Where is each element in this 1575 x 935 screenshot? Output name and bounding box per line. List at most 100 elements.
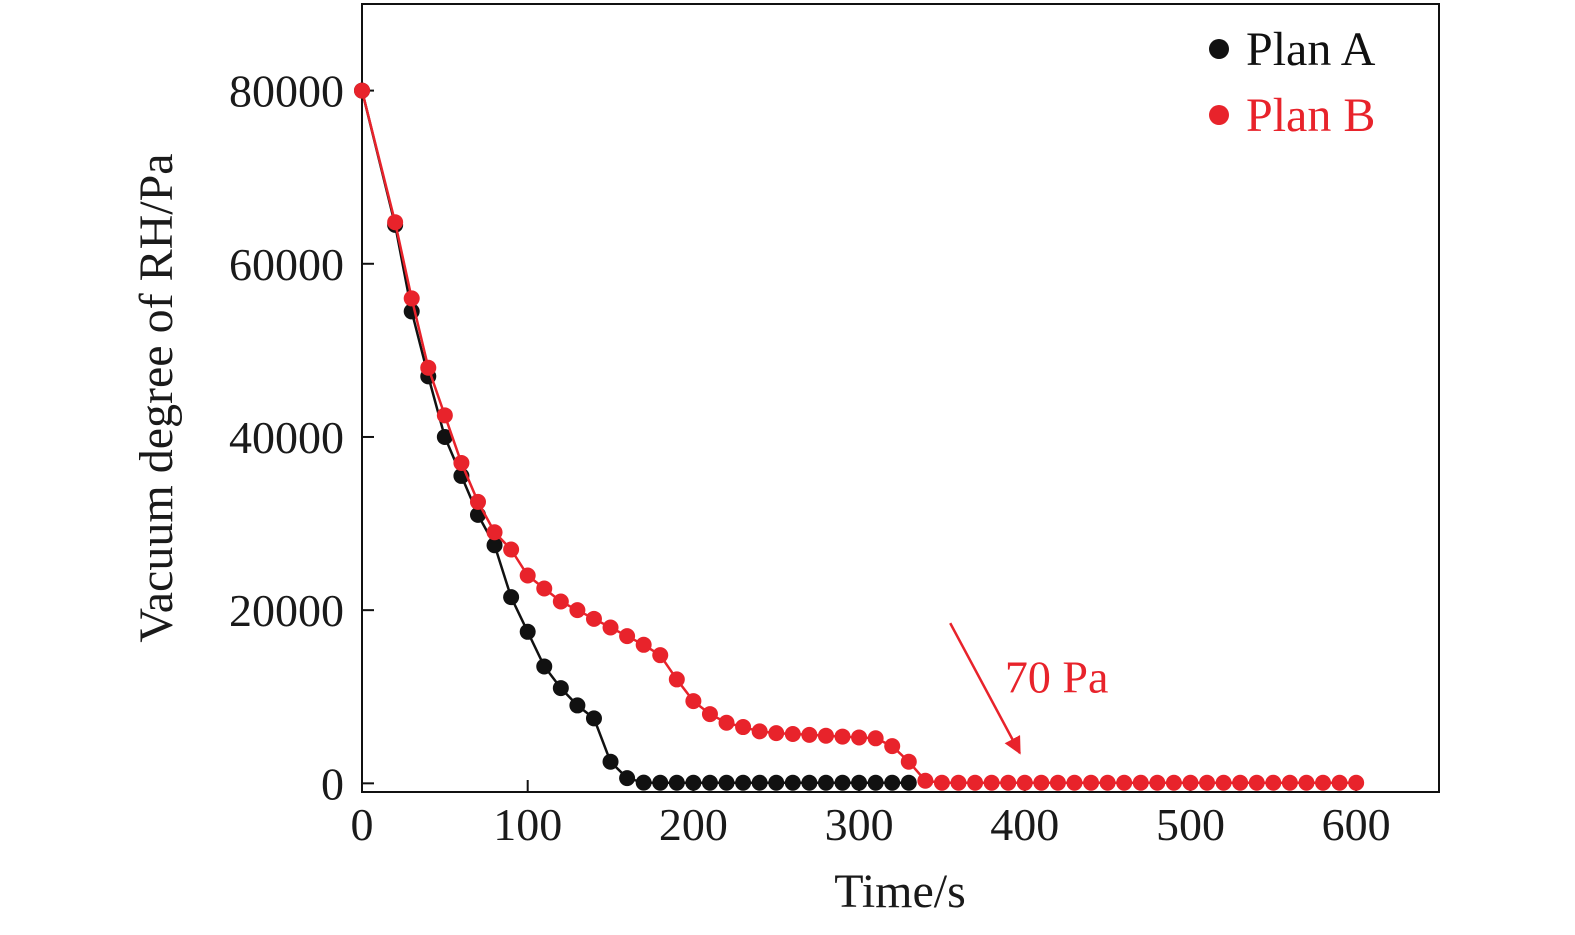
data-point	[469, 493, 486, 510]
data-point	[801, 774, 818, 791]
x-tick-label: 600	[1322, 799, 1391, 850]
data-point	[817, 727, 834, 744]
data-point	[817, 774, 834, 791]
data-point	[933, 774, 950, 791]
data-point	[784, 725, 801, 742]
data-point	[735, 719, 752, 736]
data-point	[1099, 774, 1116, 791]
data-point	[602, 753, 619, 770]
data-point	[652, 774, 669, 791]
series-2	[354, 82, 1365, 791]
annotation: 70 Pa	[949, 622, 1109, 755]
data-point	[536, 580, 553, 597]
data-point	[403, 290, 420, 307]
data-point	[768, 774, 785, 791]
data-point	[1116, 774, 1133, 791]
x-tick-label: 200	[659, 799, 728, 850]
data-point	[552, 680, 569, 697]
data-point	[768, 725, 785, 742]
data-point	[668, 671, 685, 688]
y-tick-label: 40000	[229, 412, 344, 463]
data-point	[354, 82, 370, 99]
data-point	[751, 723, 768, 740]
data-point	[867, 730, 884, 747]
data-point	[1149, 774, 1166, 791]
data-point	[486, 524, 503, 541]
data-point	[900, 774, 917, 791]
data-point	[585, 610, 602, 627]
data-point	[1083, 774, 1100, 791]
x-axis-title: Time/s	[834, 865, 966, 918]
data-point	[619, 770, 636, 787]
data-point	[585, 710, 602, 727]
data-point	[801, 726, 818, 743]
data-point	[436, 428, 453, 445]
data-point	[1281, 774, 1298, 791]
data-point	[536, 658, 553, 675]
data-point	[735, 774, 752, 791]
legend-marker	[1209, 105, 1229, 125]
data-point	[867, 774, 884, 791]
data-point	[1033, 774, 1050, 791]
data-point	[967, 774, 984, 791]
x-tick-label: 0	[351, 799, 374, 850]
data-point	[701, 706, 718, 723]
annotation-label: 70 Pa	[1005, 651, 1109, 702]
data-point	[983, 774, 1000, 791]
data-point	[1066, 774, 1083, 791]
data-point	[1132, 774, 1149, 791]
x-tick-label: 300	[825, 799, 894, 850]
data-point	[552, 593, 569, 610]
series-line	[360, 90, 1357, 784]
data-point	[1298, 774, 1315, 791]
data-point	[718, 714, 735, 731]
data-point	[420, 359, 437, 376]
data-point	[519, 567, 536, 584]
y-tick-label: 0	[321, 758, 344, 809]
legend: Plan A Plan B	[1209, 23, 1376, 142]
data-point	[387, 214, 404, 231]
data-point	[619, 628, 636, 645]
data-point	[1331, 774, 1348, 791]
x-tick-label: 100	[493, 799, 562, 850]
data-point	[1215, 774, 1232, 791]
data-point	[1049, 774, 1066, 791]
data-point	[1248, 774, 1265, 791]
data-point	[751, 774, 768, 791]
data-point	[900, 753, 917, 770]
data-point	[569, 697, 586, 714]
data-point	[685, 774, 702, 791]
axis-ticks: 0 100 200 300 400 500 600 0 20000 40000 60000 80000	[229, 66, 1391, 850]
data-point	[635, 774, 652, 791]
data-point	[851, 729, 868, 746]
data-point	[718, 774, 735, 791]
data-point	[486, 537, 503, 554]
legend-label: Plan B	[1246, 89, 1375, 142]
data-point	[436, 407, 453, 424]
series-1	[354, 82, 917, 791]
data-point	[1016, 774, 1033, 791]
data-point	[1000, 774, 1017, 791]
series-layer	[354, 82, 1365, 791]
data-point	[1265, 774, 1282, 791]
data-point	[635, 636, 652, 653]
y-tick-label: 20000	[229, 585, 344, 636]
annotation-arrow	[949, 622, 1021, 755]
data-point	[652, 647, 669, 664]
data-point	[884, 738, 901, 755]
data-point	[917, 772, 934, 789]
data-point	[1165, 774, 1182, 791]
data-point	[834, 774, 851, 791]
data-point	[884, 774, 901, 791]
x-tick-label: 500	[1156, 799, 1225, 850]
data-point	[1232, 774, 1249, 791]
data-point	[1315, 774, 1332, 791]
data-point	[1182, 774, 1199, 791]
data-point	[453, 454, 470, 471]
data-point	[685, 693, 702, 710]
data-point	[950, 774, 967, 791]
plot-area	[361, 3, 1440, 793]
data-point	[701, 774, 718, 791]
data-point	[834, 728, 851, 745]
